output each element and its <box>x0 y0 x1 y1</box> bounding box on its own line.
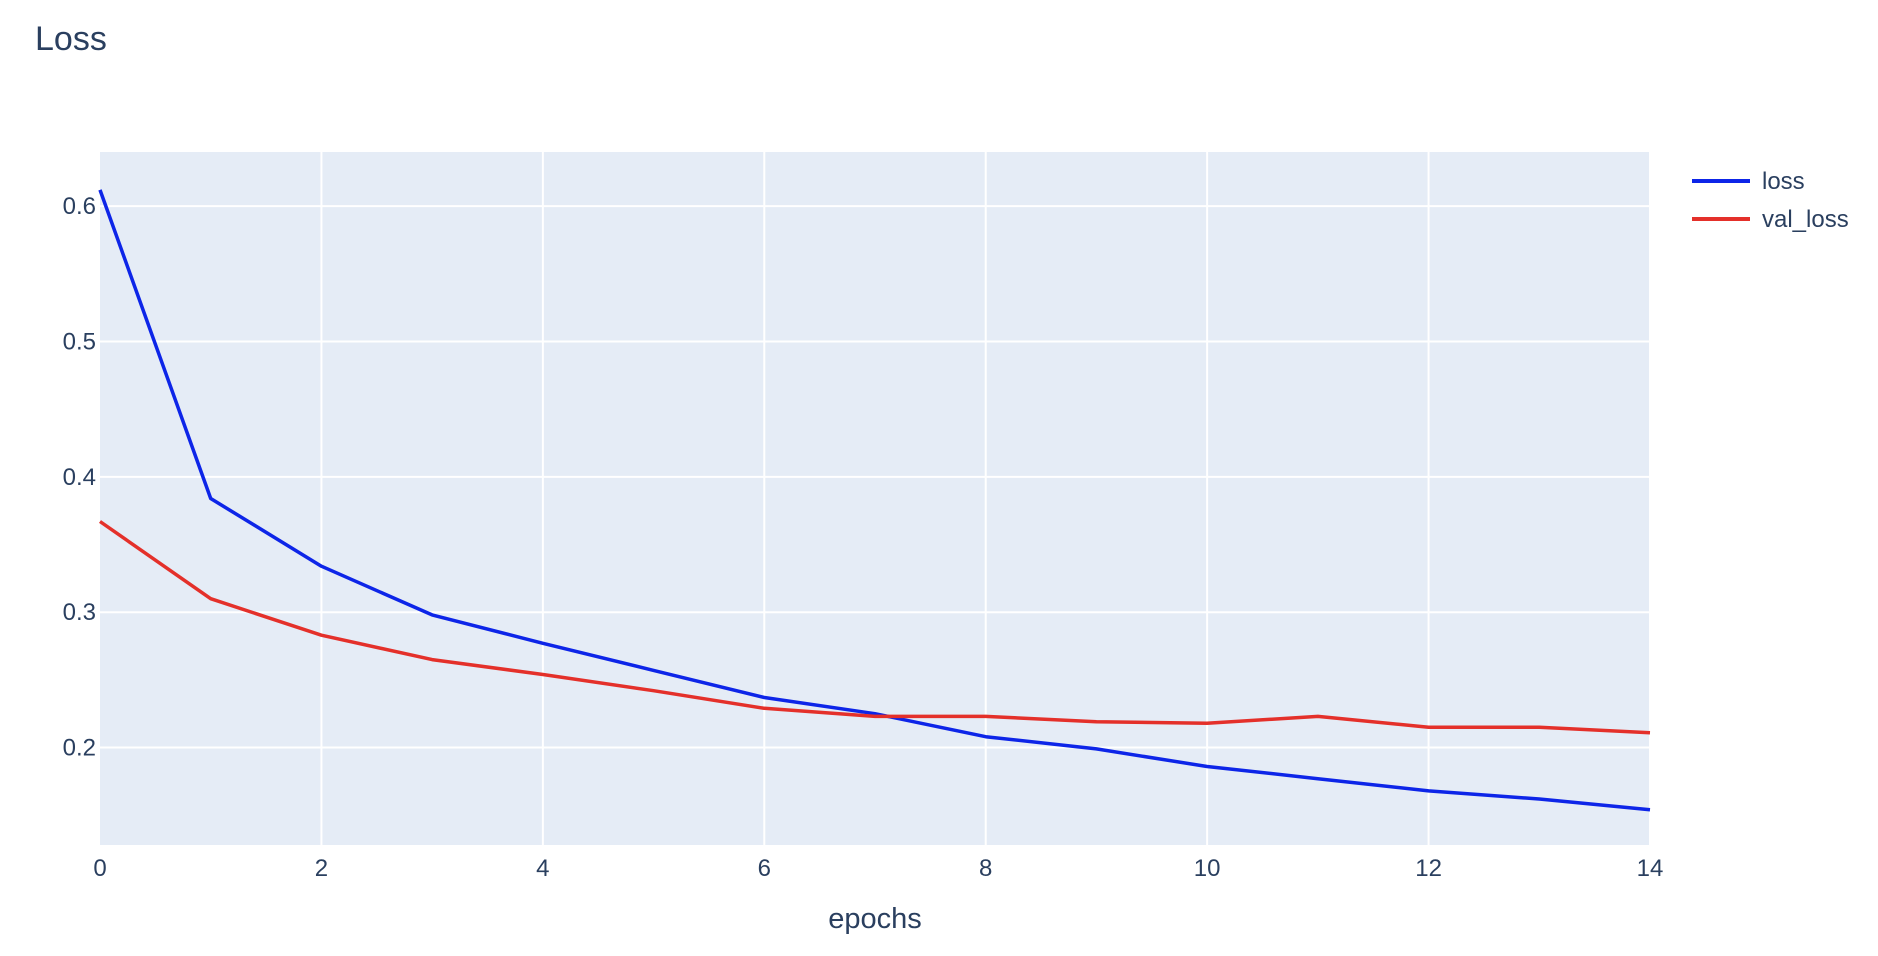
y-tick-label: 0.6 <box>63 193 96 220</box>
y-tick-label: 0.5 <box>63 328 96 355</box>
y-tick-label: 0.3 <box>63 599 96 626</box>
x-axis-title: epochs <box>828 903 922 935</box>
legend-label: val_loss <box>1762 206 1849 233</box>
series-line-val-loss[interactable] <box>98 520 1651 735</box>
x-tick-label: 10 <box>1194 855 1221 882</box>
x-tick-label: 8 <box>979 855 992 882</box>
y-tick-label: 0.4 <box>63 464 96 491</box>
x-tick-label: 6 <box>758 855 771 882</box>
y-tick-label: 0.2 <box>63 735 96 762</box>
plot-area <box>100 152 1650 845</box>
x-tick-label: 12 <box>1415 855 1442 882</box>
series-line-loss[interactable] <box>98 189 1651 812</box>
gridlines <box>100 152 1651 845</box>
legend[interactable]: loss val_loss <box>1692 168 1849 233</box>
x-tick-label: 14 <box>1637 855 1664 882</box>
tick-labels: 0 2 4 6 8 10 12 14 0.2 0.3 0.4 0.5 0.6 <box>63 193 1664 882</box>
legend-item-val-loss[interactable]: val_loss <box>1692 206 1849 233</box>
x-tick-label: 2 <box>315 855 328 882</box>
chart-title: Loss <box>35 20 107 58</box>
legend-label: loss <box>1762 168 1805 195</box>
series-lines <box>98 189 1651 812</box>
x-tick-label: 0 <box>93 855 106 882</box>
x-tick-label: 4 <box>536 855 549 882</box>
legend-item-loss[interactable]: loss <box>1692 168 1805 195</box>
